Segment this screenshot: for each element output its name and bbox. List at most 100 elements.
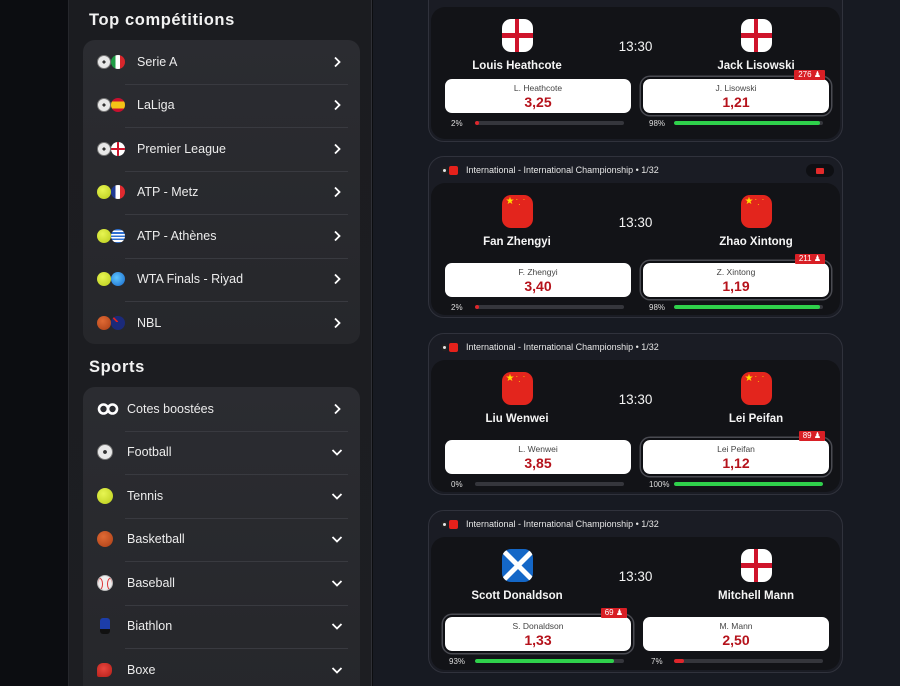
england-flag-icon (111, 141, 125, 156)
home-odd-button[interactable]: L. Wenwei 3,85 (445, 440, 631, 474)
chevron-right-icon (330, 316, 344, 330)
scotland-flag-icon (501, 549, 533, 582)
chevron-right-icon (330, 98, 344, 112)
odd-value: 1,12 (722, 455, 750, 471)
odd-value: 1,33 (524, 632, 552, 648)
competition-serie-a[interactable]: Serie A (83, 40, 360, 84)
sport-label: Cotes boostées (127, 401, 214, 416)
baseball-icon (97, 574, 113, 591)
soccer-ball-icon (97, 54, 111, 69)
player-short-name: L. Heathcote (513, 83, 563, 93)
home-percent: 93% (449, 657, 466, 666)
player-short-name: F. Zhengyi (518, 267, 558, 277)
china-flag-icon (449, 342, 458, 352)
home-team-name: Scott Donaldson (471, 590, 563, 602)
away-odd-button[interactable]: 89 ♟ Lei Peifan 1,12 (641, 431, 831, 476)
player-short-name: Z. Xintong (716, 267, 756, 277)
competition-label: LaLiga (137, 98, 175, 113)
away-team: Lei Peifan (676, 372, 836, 425)
competition-laliga[interactable]: LaLiga (83, 83, 360, 128)
away-team: Jack Lisowski (676, 19, 836, 72)
away-percent: 7% (651, 657, 663, 666)
basketball-icon (97, 315, 111, 330)
competition-name: International - International Championsh… (466, 165, 659, 175)
snooker-ball-icon (441, 166, 448, 174)
odd-value: 1,21 (722, 94, 750, 110)
sport-basketball[interactable]: Basketball (83, 517, 360, 562)
home-percent-bar (475, 482, 624, 486)
top-competitions-panel: Serie A LaLiga Premier League ATP - Metz… (83, 40, 360, 344)
competition-atp-metz[interactable]: ATP - Metz (83, 170, 360, 215)
away-team: Mitchell Mann (676, 549, 836, 602)
competition-nbl[interactable]: NBL (83, 301, 360, 345)
home-odd-button[interactable]: 69 ♟ S. Donaldson 1,33 (443, 608, 633, 653)
sports-panel: Cotes boostées Football Tennis Basketbal… (83, 387, 360, 686)
boxing-glove-icon (97, 662, 112, 677)
greece-flag-icon (111, 228, 125, 243)
home-team-name: Louis Heathcote (472, 60, 562, 72)
china-flag-icon (740, 195, 772, 228)
away-percent-bar (674, 305, 823, 309)
sport-label: Biathlon (127, 619, 173, 634)
home-odd-button[interactable]: L. Heathcote 3,25 (445, 79, 631, 113)
home-odd-button[interactable]: F. Zhengyi 3,40 (445, 263, 631, 297)
away-team-name: Mitchell Mann (717, 590, 795, 602)
player-short-name: M. Mann (719, 621, 753, 631)
bettors-count-badge: 211 ♟ (794, 254, 825, 264)
sport-football[interactable]: Football (83, 430, 360, 475)
france-flag-icon (111, 185, 125, 200)
sport-baseball[interactable]: Baseball (83, 561, 360, 605)
tennis-ball-icon (97, 272, 111, 287)
sport-label: Baseball (127, 575, 175, 590)
tennis-ball-icon (97, 185, 111, 200)
competition-wta-finals-riyad[interactable]: WTA Finals - Riyad (83, 257, 360, 302)
chevron-down-icon (330, 619, 344, 633)
australia-flag-icon (111, 315, 125, 330)
home-team: Fan Zhengyi (437, 195, 597, 248)
chevron-right-icon (330, 402, 344, 416)
chevron-right-icon (330, 142, 344, 156)
soccer-ball-icon (97, 141, 111, 156)
live-stream-button[interactable] (806, 164, 834, 177)
competition-label: Serie A (137, 54, 178, 69)
basketball-icon (97, 531, 113, 548)
bettors-count-badge: 276 ♟ (794, 70, 825, 80)
away-odd-button[interactable]: 211 ♟ Z. Xintong 1,19 (641, 254, 831, 299)
match-card: International - International Championsh… (428, 510, 843, 673)
away-odd-button[interactable]: M. Mann 2,50 (643, 617, 829, 651)
sport-label: Boxe (127, 662, 156, 677)
chevron-right-icon (330, 185, 344, 199)
away-odd-button[interactable]: 276 ♟ J. Lisowski 1,21 (641, 70, 831, 115)
snooker-ball-icon (441, 520, 448, 528)
sport-boxe[interactable]: Boxe (83, 648, 360, 686)
away-team-name: Zhao Xintong (719, 236, 793, 248)
sport-tennis[interactable]: Tennis (83, 474, 360, 518)
away-percent-bar (674, 121, 823, 125)
sport-label: Basketball (127, 532, 185, 547)
home-percent-bar (475, 121, 624, 125)
player-short-name: S. Donaldson (512, 621, 564, 631)
china-flag-icon (449, 165, 458, 175)
spain-flag-icon (111, 98, 125, 113)
match-card: International - International Championsh… (428, 156, 843, 318)
away-team-name: Lei Peifan (728, 413, 784, 425)
chevron-down-icon (330, 576, 344, 590)
match-time: 13:30 (618, 392, 653, 407)
competition-name: International - International Championsh… (466, 342, 659, 352)
match-time: 13:30 (618, 39, 653, 54)
sport-cotes-boostees[interactable]: Cotes boostées (83, 387, 360, 431)
sport-biathlon[interactable]: Biathlon (83, 604, 360, 649)
italy-flag-icon (111, 54, 125, 69)
home-percent: 2% (451, 119, 463, 128)
competition-atp-athenes[interactable]: ATP - Athènes (83, 214, 360, 258)
tennis-ball-icon (97, 487, 113, 504)
competition-premier-league[interactable]: Premier League (83, 127, 360, 171)
sport-label: Football (127, 445, 172, 460)
away-percent: 98% (649, 119, 666, 128)
snooker-ball-icon (441, 343, 448, 351)
bettors-count-badge: 69 ♟ (600, 608, 627, 618)
soccer-ball-icon (97, 98, 111, 113)
home-team-name: Fan Zhengyi (483, 236, 551, 248)
match-card: International - International Championsh… (428, 333, 843, 495)
china-flag-icon (740, 372, 772, 405)
